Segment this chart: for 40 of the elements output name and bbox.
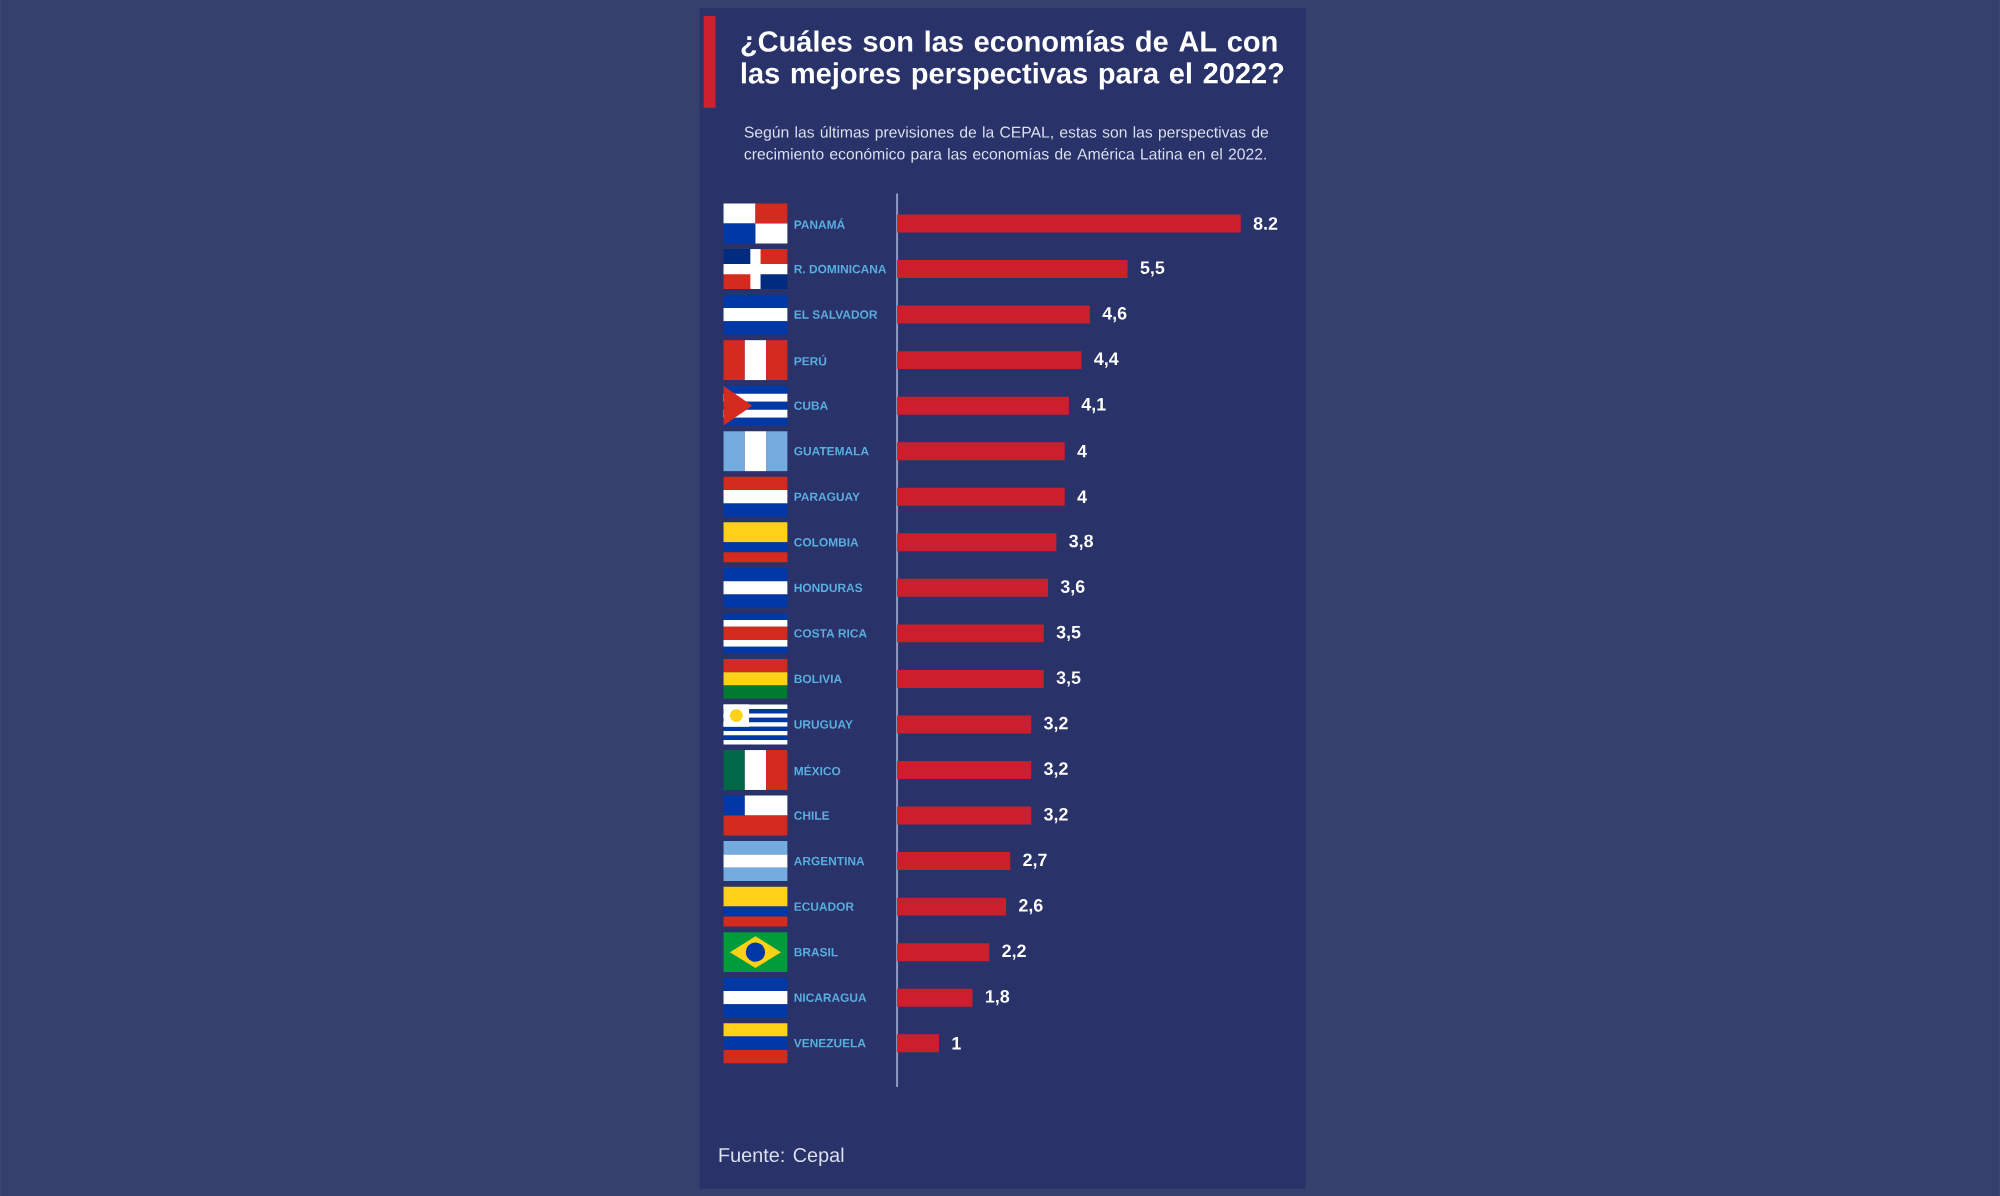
bar [897,942,990,961]
data-label: 3,2 [1043,762,1068,778]
bar [897,441,1065,460]
data-label: 4,6 [1102,306,1127,322]
data-label: 3,6 [1060,579,1085,596]
data-label: 3,5 [1056,625,1081,641]
bar [897,669,1044,688]
data-label: 4,1 [1081,397,1106,413]
data-label: 4,4 [1094,352,1119,368]
data-label: 2,6 [1019,898,1043,914]
bar [897,715,1032,734]
bar [897,806,1032,825]
bar [897,396,1069,415]
data-label: 2,2 [1002,944,1026,960]
data-label: 4 [1077,490,1087,503]
data-label: 4 [1077,444,1087,458]
data-label: 3,8 [1069,534,1094,550]
bar [897,624,1044,643]
bar [897,305,1090,324]
data-label: 3,5 [1056,670,1081,687]
bar [897,578,1048,597]
data-label: 3,2 [1043,716,1068,732]
bar [897,1033,939,1052]
data-label: 1 [952,1036,961,1050]
bar [897,350,1082,369]
bar [897,760,1032,779]
chart-title: ¿Cuáles son las economías de AL con las mejores perspectivas para el 2022? [741,29,1284,90]
bar [897,851,1011,870]
data-label: 3,2 [1043,807,1068,823]
data-label: 8.2 [1253,216,1278,230]
bar [897,259,1128,278]
data-label: 1,8 [986,989,1010,1006]
data-label: 2,7 [1023,853,1047,869]
data-label: 5,5 [1140,261,1165,277]
bar [897,988,973,1007]
source-note: Fuente: Cepal [719,1147,844,1166]
bar [897,897,1007,916]
bar [897,487,1065,506]
bar [897,214,1241,233]
bar [897,533,1057,551]
